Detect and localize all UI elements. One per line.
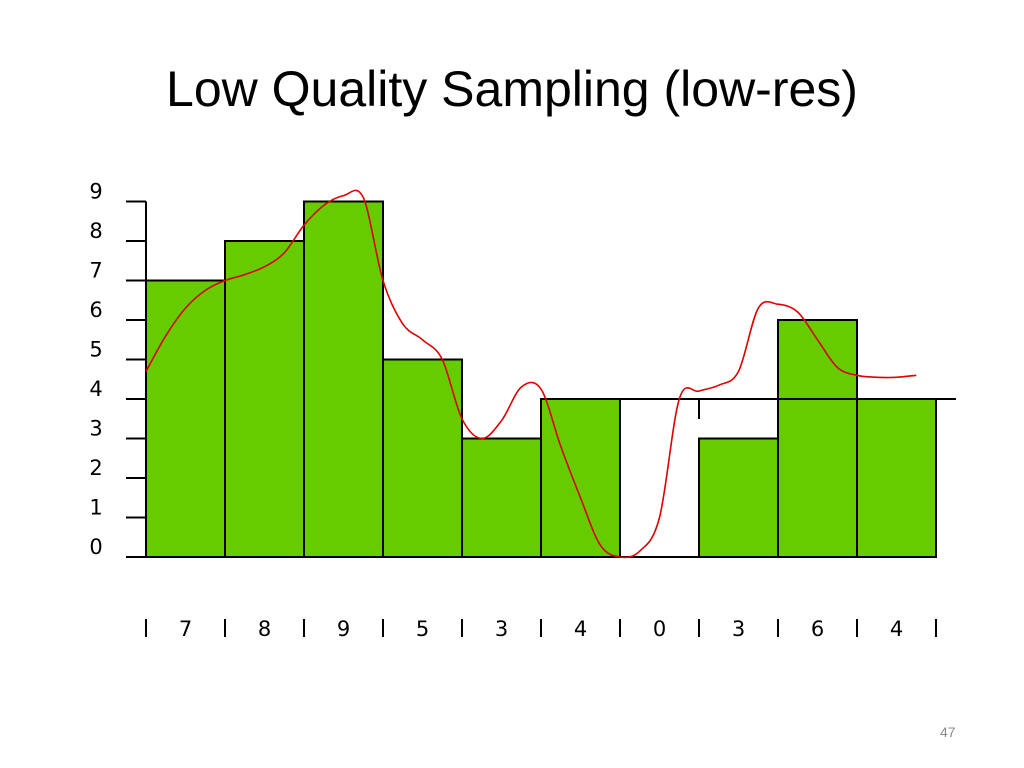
page-number: 47 bbox=[940, 724, 956, 740]
signal-curve-layer bbox=[145, 189, 917, 559]
bar bbox=[145, 279, 226, 558]
y-tick-label: 1 bbox=[89, 496, 102, 520]
bars-layer bbox=[145, 200, 937, 558]
sample-value-label: 0 bbox=[653, 617, 666, 641]
y-tick-label: 0 bbox=[89, 535, 102, 559]
bar bbox=[382, 358, 463, 558]
y-tick-label: 3 bbox=[89, 417, 102, 441]
sample-value-label: 5 bbox=[416, 617, 429, 641]
sample-value-label: 3 bbox=[732, 617, 745, 641]
sample-value-label: 4 bbox=[890, 617, 903, 641]
signal-curve bbox=[145, 189, 917, 559]
y-tick-label: 9 bbox=[89, 180, 102, 204]
sample-value-label: 8 bbox=[258, 617, 271, 641]
bar bbox=[303, 200, 384, 558]
sample-value-label: 4 bbox=[574, 617, 587, 641]
y-tick-label: 6 bbox=[89, 298, 102, 322]
sample-value-label: 6 bbox=[811, 617, 824, 641]
reference-line-layer bbox=[541, 398, 956, 557]
y-tick-label: 8 bbox=[89, 219, 102, 243]
bar bbox=[856, 398, 937, 558]
y-tick-label: 4 bbox=[89, 377, 102, 401]
sample-value-label: 9 bbox=[337, 617, 350, 641]
y-tick-label: 5 bbox=[89, 338, 102, 362]
bar bbox=[461, 437, 542, 558]
y-tick-label: 7 bbox=[89, 259, 102, 283]
sample-value-label: 3 bbox=[495, 617, 508, 641]
sample-value-row: 7 8 9 5 3 4 0 3 6 4 bbox=[145, 617, 937, 641]
bar bbox=[777, 319, 858, 558]
y-tick-label: 2 bbox=[89, 456, 102, 480]
slide-title: Low Quality Sampling (low-res) bbox=[166, 61, 858, 117]
bar bbox=[224, 240, 305, 558]
sample-value-label: 7 bbox=[179, 617, 192, 641]
y-axis: 0 1 2 3 4 5 6 7 8 9 bbox=[89, 180, 936, 559]
bar bbox=[698, 437, 779, 558]
